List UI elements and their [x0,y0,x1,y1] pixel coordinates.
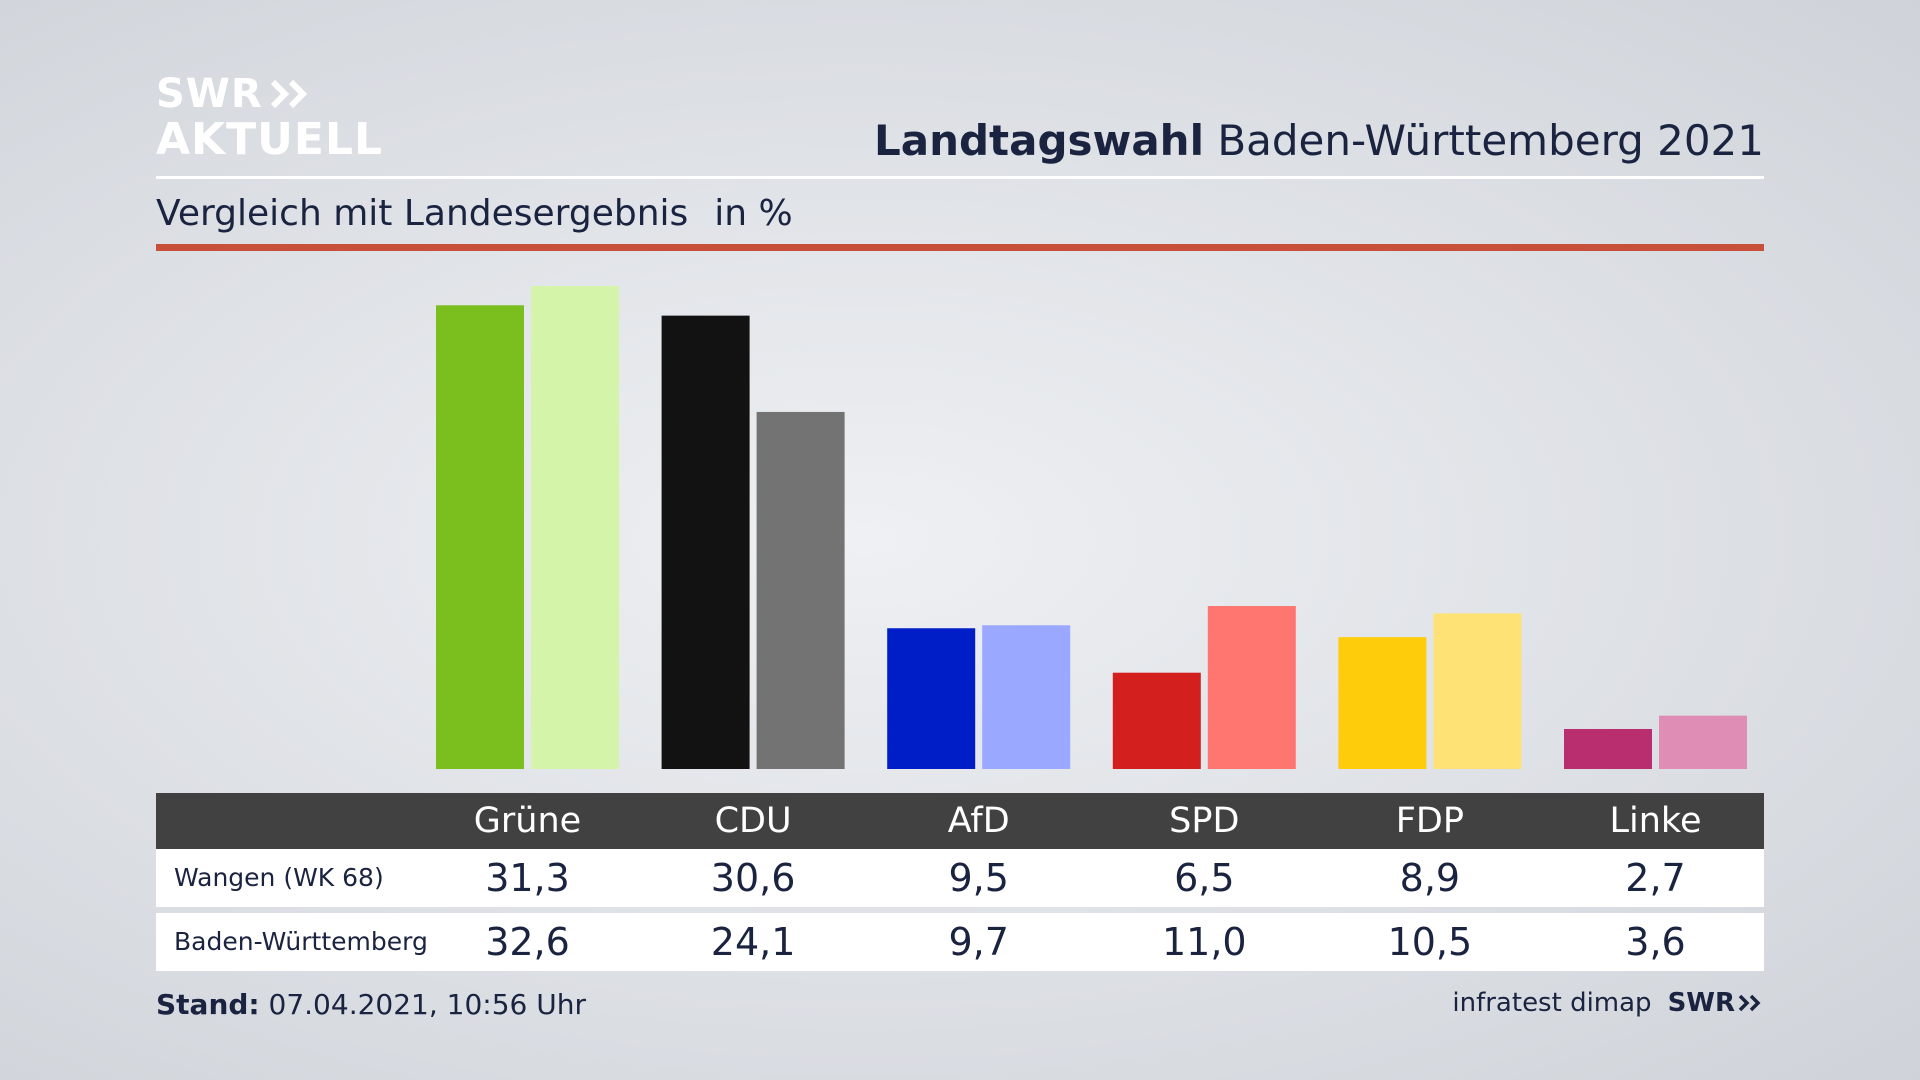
title-bold: Landtagswahl [873,116,1204,165]
bar-land-1 [756,411,845,769]
value-cell: 10,5 [1387,920,1473,964]
bar-wahlkreis-4 [1338,637,1427,769]
page-title: Landtagswahl Baden-Württemberg 2021 [874,116,1764,165]
bar-wahlkreis-5 [1564,728,1652,769]
source-credit: infratest dimap SWR [1452,988,1764,1018]
chart-subtitle: Vergleich mit Landesergebnis in % [156,193,793,234]
bar-land-2 [982,625,1071,769]
logo-line2: AKTUELL [156,114,384,165]
table-header: Grüne CDU AfD SPD FDP Linke [156,793,1764,849]
timestamp: Stand: 07.04.2021, 10:56 Uhr [156,988,586,1021]
unit-label: in % [714,193,793,234]
source-name: infratest dimap [1452,988,1652,1018]
bar-land-3 [1207,606,1296,769]
value-cell: 31,3 [485,856,570,900]
category-label: AfD [947,801,1010,841]
value-cell: 3,6 [1625,920,1686,964]
title-rest: Baden-Württemberg 2021 [1217,116,1764,165]
header-divider [156,176,1764,179]
bar-chart [436,286,1747,769]
results-table: Grüne CDU AfD SPD FDP Linke Wangen (WK 68) 31… [156,793,1764,971]
value-cell: 2,7 [1625,856,1686,900]
value-cell: 32,6 [485,920,570,964]
bar-wahlkreis-3 [1112,672,1201,769]
subtitle-text: Vergleich mit Landesergebnis [156,193,689,234]
category-label: FDP [1395,801,1464,841]
value-cell: 9,7 [948,920,1009,964]
swr-aktuell-logo: SWR AKTUELL [156,72,383,162]
stand-value: 07.04.2021, 10:56 Uhr [268,988,586,1021]
table-row: Wangen (WK 68) 31,3 30,6 9,5 6,5 8,9 2,7 [156,849,1764,907]
value-cell: 6,5 [1174,856,1235,900]
category-label: Grüne [473,801,582,841]
value-cell: 8,9 [1399,856,1461,900]
bar-wahlkreis-0 [436,305,524,769]
accent-rule [156,244,1764,251]
bar-wahlkreis-1 [661,315,750,769]
stand-label: Stand: [156,988,260,1021]
bar-land-5 [1659,715,1747,769]
value-cell: 30,6 [710,856,796,900]
source-brand-logo: SWR [1668,988,1764,1018]
bar-land-4 [1433,613,1522,769]
bar-land-0 [531,286,619,769]
value-cell: 9,5 [948,856,1009,900]
value-cell: 24,1 [710,920,796,964]
value-cell: 11,0 [1161,920,1247,964]
category-label: CDU [714,801,792,841]
category-label: SPD [1169,801,1240,841]
row-label: Wangen (WK 68) [174,863,384,892]
table-row: Baden-Württemberg 32,6 24,1 9,7 11,0 10,5 3,6 [156,913,1764,971]
double-chevron-icon [1738,994,1761,1012]
row-label: Baden-Württemberg [174,927,428,956]
double-chevron-icon [270,79,307,109]
category-label: Linke [1609,801,1702,841]
logo-line1: SWR [156,71,263,117]
bar-wahlkreis-2 [887,628,976,769]
source-brand: SWR [1667,988,1735,1018]
